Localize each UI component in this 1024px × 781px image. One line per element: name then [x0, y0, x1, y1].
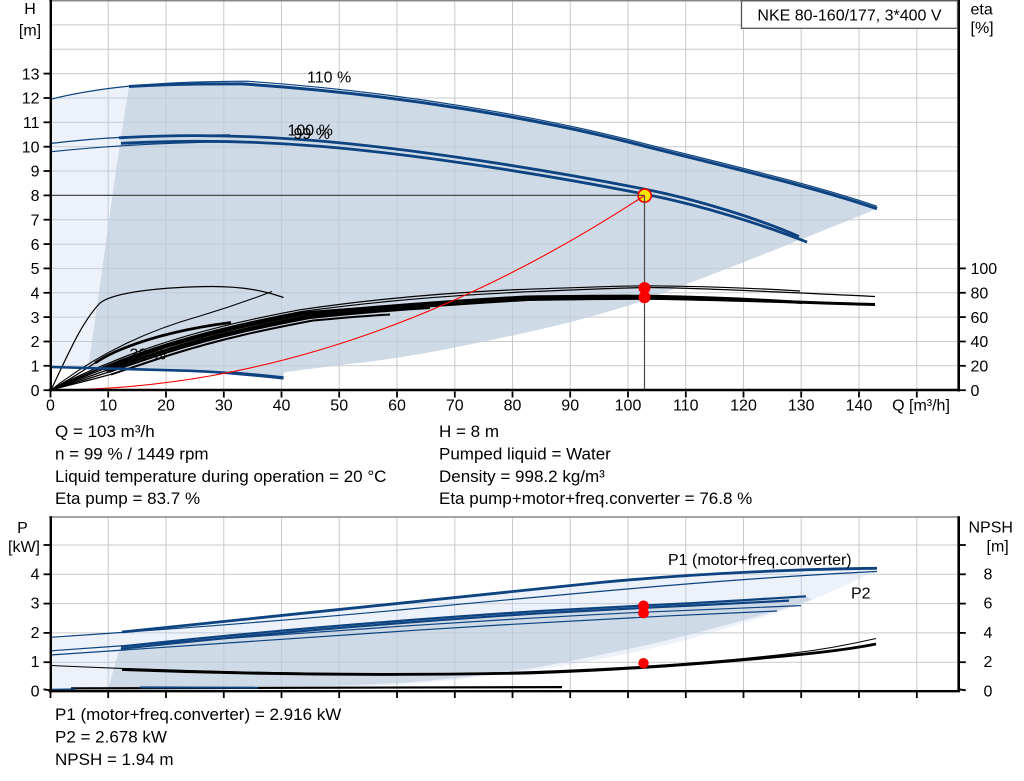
svg-text:80: 80: [504, 398, 522, 415]
svg-text:30: 30: [215, 398, 233, 415]
svg-text:12: 12: [22, 91, 40, 108]
svg-text:100 %: 100 %: [288, 123, 333, 140]
svg-text:100: 100: [971, 261, 998, 278]
svg-text:3: 3: [31, 596, 40, 613]
svg-text:P2 = 2.678 kW: P2 = 2.678 kW: [55, 727, 167, 746]
svg-text:5: 5: [31, 261, 40, 278]
svg-text:[m]: [m]: [19, 23, 41, 40]
svg-text:Eta pump+motor+freq.converter: Eta pump+motor+freq.converter = 76.8 %: [439, 489, 752, 508]
svg-text:20: 20: [157, 398, 175, 415]
svg-text:6: 6: [31, 237, 40, 254]
svg-text:2: 2: [31, 625, 40, 642]
svg-text:P2: P2: [851, 586, 871, 603]
svg-text:30 %: 30 %: [130, 347, 166, 364]
svg-text:0: 0: [31, 383, 40, 400]
svg-text:13: 13: [22, 66, 40, 83]
svg-text:[%]: [%]: [971, 20, 994, 37]
svg-text:1: 1: [31, 654, 40, 671]
svg-text:eta: eta: [971, 2, 993, 19]
svg-text:Pumped liquid = Water: Pumped liquid = Water: [439, 444, 611, 463]
svg-text:10: 10: [22, 139, 40, 156]
svg-text:Liquid temperature during oper: Liquid temperature during operation = 20…: [55, 467, 386, 486]
svg-text:2: 2: [984, 654, 993, 671]
svg-text:110: 110: [673, 398, 699, 415]
svg-text:NKE 80-160/177, 3*400 V: NKE 80-160/177, 3*400 V: [757, 8, 941, 25]
svg-text:11: 11: [23, 115, 40, 132]
svg-text:1: 1: [31, 359, 40, 376]
svg-text:n = 99 % / 1449 rpm: n = 99 % / 1449 rpm: [55, 444, 209, 463]
svg-text:NPSH: NPSH: [969, 520, 1013, 537]
svg-text:60: 60: [388, 398, 406, 415]
svg-text:NPSH = 1.94 m: NPSH = 1.94 m: [55, 750, 174, 769]
svg-text:6: 6: [984, 596, 993, 613]
svg-text:110 %: 110 %: [307, 70, 351, 87]
svg-text:120: 120: [730, 398, 757, 415]
svg-text:P1 (motor+freq.converter): P1 (motor+freq.converter): [668, 552, 852, 569]
svg-text:0: 0: [984, 684, 993, 701]
svg-text:4: 4: [31, 286, 40, 303]
svg-text:60: 60: [971, 310, 989, 327]
svg-text:9: 9: [31, 164, 40, 181]
svg-text:0: 0: [46, 398, 55, 415]
svg-text:Density = 998.2 kg/m³: Density = 998.2 kg/m³: [439, 467, 605, 486]
svg-text:Q = 103 m³/h: Q = 103 m³/h: [55, 422, 155, 441]
svg-text:3: 3: [31, 310, 40, 327]
svg-text:99 %: 99 %: [294, 126, 330, 143]
svg-text:Q [m³/h]: Q [m³/h]: [892, 398, 950, 415]
svg-text:80: 80: [971, 286, 989, 303]
svg-text:[kW]: [kW]: [8, 539, 40, 556]
svg-text:4: 4: [984, 625, 993, 642]
svg-text:20: 20: [971, 359, 989, 376]
svg-text:8: 8: [984, 566, 993, 583]
svg-text:P: P: [17, 520, 28, 537]
svg-text:50: 50: [330, 398, 348, 415]
svg-text:2: 2: [31, 334, 40, 351]
svg-text:130: 130: [788, 398, 815, 415]
svg-text:Eta pump = 83.7 %: Eta pump = 83.7 %: [55, 489, 200, 508]
svg-text:H = 8 m: H = 8 m: [439, 422, 499, 441]
svg-text:H: H: [24, 1, 36, 18]
svg-text:4: 4: [31, 566, 40, 583]
svg-text:8: 8: [31, 188, 40, 205]
svg-text:70: 70: [446, 398, 464, 415]
svg-text:[m]: [m]: [987, 539, 1009, 556]
svg-text:90: 90: [561, 398, 579, 415]
svg-text:7: 7: [31, 212, 40, 229]
svg-text:40: 40: [971, 334, 989, 351]
svg-text:P1 (motor+freq.converter) = 2.: P1 (motor+freq.converter) = 2.916 kW: [55, 705, 341, 724]
svg-text:10: 10: [99, 398, 117, 415]
svg-text:40: 40: [273, 398, 291, 415]
svg-text:0: 0: [971, 383, 980, 400]
svg-text:100: 100: [615, 398, 642, 415]
svg-text:140: 140: [846, 398, 873, 415]
svg-text:0: 0: [31, 684, 40, 701]
